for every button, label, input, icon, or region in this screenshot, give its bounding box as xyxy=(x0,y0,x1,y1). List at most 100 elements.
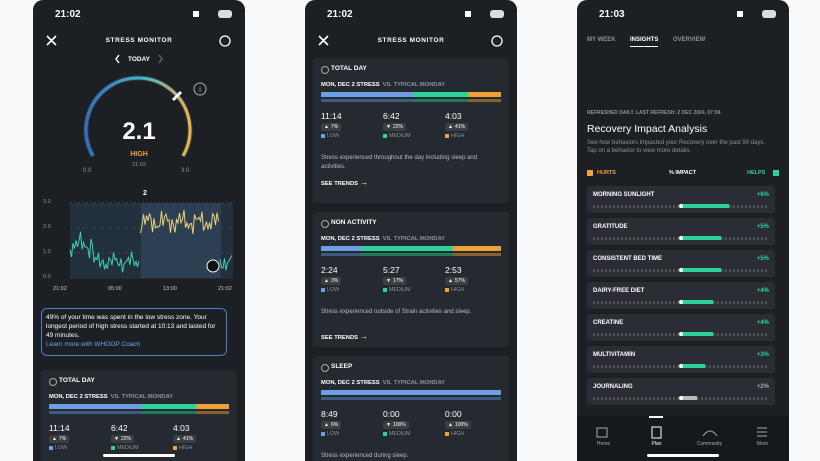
behavior-row[interactable]: CONSISTENT BED TIME +5% xyxy=(587,250,775,277)
zero-dot xyxy=(679,396,683,400)
behavior-row[interactable]: GRATITUDE +5% xyxy=(587,218,775,245)
behavior-row[interactable]: CREATINE +4% xyxy=(587,314,775,341)
score-time: 21:02 xyxy=(132,162,146,168)
tab[interactable]: OVERVIEW xyxy=(673,37,706,43)
status-time: 21:03 xyxy=(599,9,625,20)
date: MON, DEC 2 STRESS xyxy=(321,380,380,386)
change-value: 41% xyxy=(454,124,465,130)
see-trends[interactable]: SEE TRENDS xyxy=(321,181,359,187)
stat-swatch xyxy=(321,432,325,436)
behavior-impact: +2% xyxy=(756,384,769,390)
stat-label: HIGH xyxy=(451,287,465,293)
stat-label: LOW xyxy=(55,445,68,451)
stress-line xyxy=(69,231,233,273)
stat-value: 5:27 xyxy=(383,265,400,275)
stat-change: ▲ 41% xyxy=(173,435,196,443)
status-time: 21:02 xyxy=(55,9,81,20)
behavior-row[interactable]: DAIRY-FREE DIET +4% xyxy=(587,282,775,309)
typical-bar xyxy=(412,99,468,102)
card-title: TOTAL DAY xyxy=(59,377,95,384)
behavior-name: JOURNALING xyxy=(593,384,633,390)
home-indicator xyxy=(647,454,719,457)
stress-level: HIGH xyxy=(130,151,148,158)
stat-change: ▼ 22% xyxy=(111,435,134,443)
stat-change: ▲ 6% xyxy=(321,421,342,429)
zero-dot xyxy=(679,268,683,272)
nav-item[interactable]: Home xyxy=(596,441,611,447)
stat-change: ▼ 22% xyxy=(383,123,406,131)
change-value: 6% xyxy=(330,422,339,428)
change-value: 100% xyxy=(454,422,468,428)
home-indicator xyxy=(103,454,175,457)
y-label: 0.0 xyxy=(43,274,51,280)
tab[interactable]: MY WEEK xyxy=(587,37,616,43)
date: MON, DEC 2 STRESS xyxy=(49,394,108,400)
stat-change: ▲ 41% xyxy=(445,123,468,131)
chart-marker: 2 xyxy=(143,190,147,197)
card-date: MON, DEC 2 STRESS VS. TYPICAL MONDAY xyxy=(321,82,445,88)
compare: VS. TYPICAL MONDAY xyxy=(382,380,446,386)
impact-bar xyxy=(681,332,713,336)
behavior-row[interactable]: JOURNALING +2% xyxy=(587,378,775,405)
behavior-name: MORNING SUNLIGHT xyxy=(593,192,655,198)
card-icon xyxy=(321,364,329,372)
typical-bar xyxy=(452,253,501,256)
stat-value: 11:14 xyxy=(321,111,342,121)
impact-header: % IMPACT xyxy=(669,170,697,176)
helps-label: HELPS xyxy=(747,170,766,176)
stat-value: 0:00 xyxy=(445,409,462,419)
change-value: 100% xyxy=(392,422,406,428)
left-screen: 21:02 i STRESS MONITOR TODAY 2.1 HIGH 21… xyxy=(33,0,245,461)
decor: i xyxy=(46,10,232,158)
impact-bar xyxy=(681,396,697,400)
zero-dot xyxy=(679,332,683,336)
stress-chart xyxy=(69,202,233,279)
stat-swatch xyxy=(321,288,325,292)
day-selector[interactable]: TODAY xyxy=(127,56,151,63)
stat-change: ▲ 100% xyxy=(445,421,471,429)
behavior-row[interactable]: MULTIVITAMIN +3% xyxy=(587,346,775,373)
stat-swatch xyxy=(49,446,53,450)
change-value: 17% xyxy=(392,278,403,284)
insight-link[interactable]: Learn more with WHOOP Coach xyxy=(46,341,141,348)
compare: VS. TYPICAL MONDAY xyxy=(382,82,446,88)
behavior-row[interactable]: MORNING SUNLIGHT +6% xyxy=(587,186,775,213)
y-label: 3.0 xyxy=(43,199,51,205)
change-value: 7% xyxy=(330,124,339,130)
nav-item[interactable]: Community xyxy=(696,441,723,447)
stat-change: ▲ 7% xyxy=(49,435,70,443)
stat-change: ▲ 57% xyxy=(445,277,468,285)
typical-bar xyxy=(321,99,413,102)
gauge-min: 0.0 xyxy=(83,168,92,174)
section-description: See how behaviors impacted your Recovery… xyxy=(587,140,766,154)
time-bar xyxy=(412,92,468,97)
stat-label: MEDIUM xyxy=(389,431,411,437)
nav-item[interactable]: Plan xyxy=(651,441,662,447)
card-date: MON, DEC 2 STRESS VS. TYPICAL MONDAY xyxy=(49,394,173,400)
change-value: 41% xyxy=(182,436,193,442)
decor xyxy=(577,10,789,461)
change-value: 57% xyxy=(454,278,465,284)
stat-label: LOW xyxy=(327,431,340,437)
typical-bar xyxy=(361,253,453,256)
stat-swatch xyxy=(321,134,325,138)
stress-card: TOTAL DAY MON, DEC 2 STRESS VS. TYPICAL MO… xyxy=(41,370,237,461)
arrow: ▲ xyxy=(448,278,453,284)
stress-score: 2.1 xyxy=(122,118,156,145)
card-description: Stress experienced during sleep. xyxy=(321,453,409,459)
stat-change: ▼ 100% xyxy=(383,421,409,429)
header-title: STRESS MONITOR xyxy=(105,37,173,44)
nav-item[interactable]: More xyxy=(756,441,769,447)
impact-bar xyxy=(681,268,721,272)
behavior-name: CREATINE xyxy=(593,320,624,326)
time-bar xyxy=(467,92,501,97)
time-bar xyxy=(321,92,413,97)
see-trends[interactable]: SEE TRENDS xyxy=(321,335,359,341)
insight-box: 49% of your time was spent in the low st… xyxy=(41,308,227,356)
stat-label: MEDIUM xyxy=(389,287,411,293)
stress-card: NON ACTIVITY MON, DEC 2 STRESS VS. TYPICAL… xyxy=(313,212,509,347)
tab[interactable]: INSIGHTS xyxy=(630,37,659,47)
stat-swatch xyxy=(445,288,449,292)
behavior-impact: +5% xyxy=(756,256,769,262)
stat-value: 2:24 xyxy=(321,265,338,275)
